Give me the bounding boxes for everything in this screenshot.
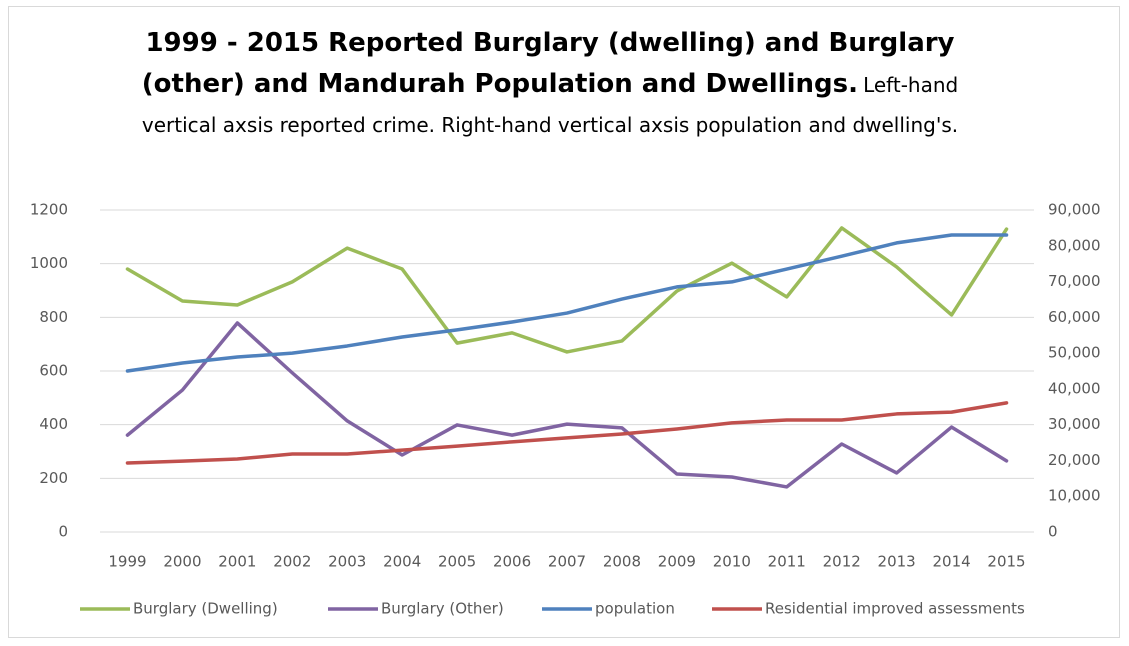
y2-tick-label: 90,000: [1048, 201, 1101, 219]
x-tick-label: 2015: [987, 553, 1025, 571]
x-tick-label: 2007: [548, 553, 586, 571]
x-tick-label: 2005: [438, 553, 476, 571]
x-tick-label: 2009: [658, 553, 696, 571]
x-tick-label: 2014: [932, 553, 970, 571]
x-tick-label: 2004: [383, 553, 421, 571]
y2-tick-label: 60,000: [1048, 308, 1101, 326]
y-tick-label: 200: [39, 469, 68, 487]
y-tick-label: 600: [39, 362, 68, 380]
x-tick-label: 2002: [273, 553, 311, 571]
chart-frame: [8, 6, 1120, 638]
y2-tick-label: 20,000: [1048, 451, 1101, 469]
series-line: [125, 401, 1009, 465]
x-tick-label: 2008: [603, 553, 641, 571]
legend-label: Burglary (Dwelling): [133, 600, 278, 618]
y2-tick-label: 30,000: [1048, 415, 1101, 433]
chart-title: 1999 - 2015 Reported Burglary (dwelling)…: [141, 28, 955, 99]
series-line: [125, 226, 1009, 354]
y2-tick-label: 50,000: [1048, 344, 1101, 362]
y2-tick-label: 70,000: [1048, 272, 1101, 290]
x-tick-label: 2001: [218, 553, 256, 571]
y-tick-label: 800: [39, 308, 68, 326]
title-block: 1999 - 2015 Reported Burglary (dwelling)…: [110, 24, 990, 146]
x-tick-label: 2012: [823, 553, 861, 571]
series-line: [125, 321, 1009, 489]
legend-label: population: [595, 600, 675, 618]
x-tick-label: 2013: [878, 553, 916, 571]
legend-label: Burglary (Other): [381, 600, 504, 618]
y2-tick-label: 10,000: [1048, 487, 1101, 505]
y-tick-label: 1200: [30, 201, 68, 219]
x-tick-label: 2006: [493, 553, 531, 571]
x-tick-label: 2011: [768, 553, 806, 571]
y-tick-label: 0: [58, 523, 68, 541]
legend-label: Residential improved assessments: [765, 600, 1025, 618]
x-tick-label: 1999: [108, 553, 146, 571]
chart-subtitle: Left-hand vertical axsis reported crime.…: [141, 73, 959, 137]
y-tick-label: 400: [39, 415, 68, 433]
y2-tick-label: 80,000: [1048, 236, 1101, 254]
y2-tick-label: 0: [1048, 523, 1058, 541]
x-tick-label: 2000: [163, 553, 201, 571]
y2-tick-label: 40,000: [1048, 379, 1101, 397]
y-tick-label: 1000: [30, 254, 68, 272]
x-tick-label: 2003: [328, 553, 366, 571]
x-tick-label: 2010: [713, 553, 751, 571]
series-line: [125, 233, 1009, 373]
